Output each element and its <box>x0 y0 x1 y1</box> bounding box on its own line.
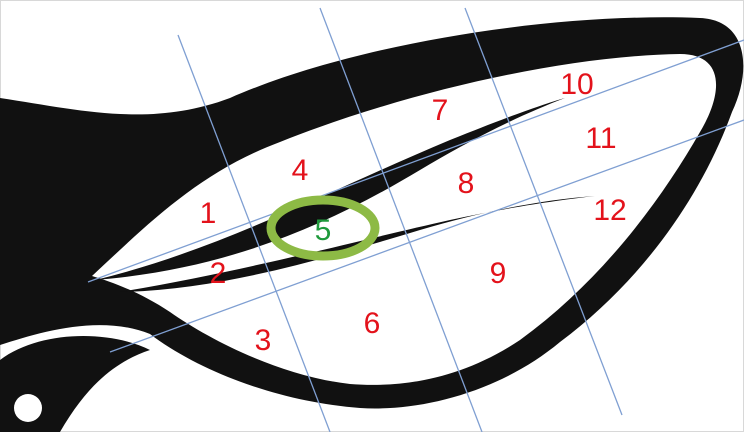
region-label: 8 <box>458 167 475 200</box>
region-label: 7 <box>432 94 449 127</box>
region-label: 11 <box>585 122 616 155</box>
region-label: 6 <box>364 307 381 340</box>
region-label: 2 <box>210 257 227 290</box>
eye-diagram: 1 2 3 4 5 6 7 8 9 10 11 12 <box>0 0 744 432</box>
region-label: 9 <box>490 257 507 290</box>
region-label: 10 <box>560 68 593 101</box>
region-label: 12 <box>593 194 626 227</box>
region-label: 1 <box>200 197 217 230</box>
eye-highlight <box>14 394 42 422</box>
region-label: 3 <box>255 324 272 357</box>
region-label: 5 <box>315 214 332 247</box>
page: 1 2 3 4 5 6 7 8 9 10 11 12 (() => { cons… <box>0 0 744 432</box>
region-label: 4 <box>292 154 309 187</box>
